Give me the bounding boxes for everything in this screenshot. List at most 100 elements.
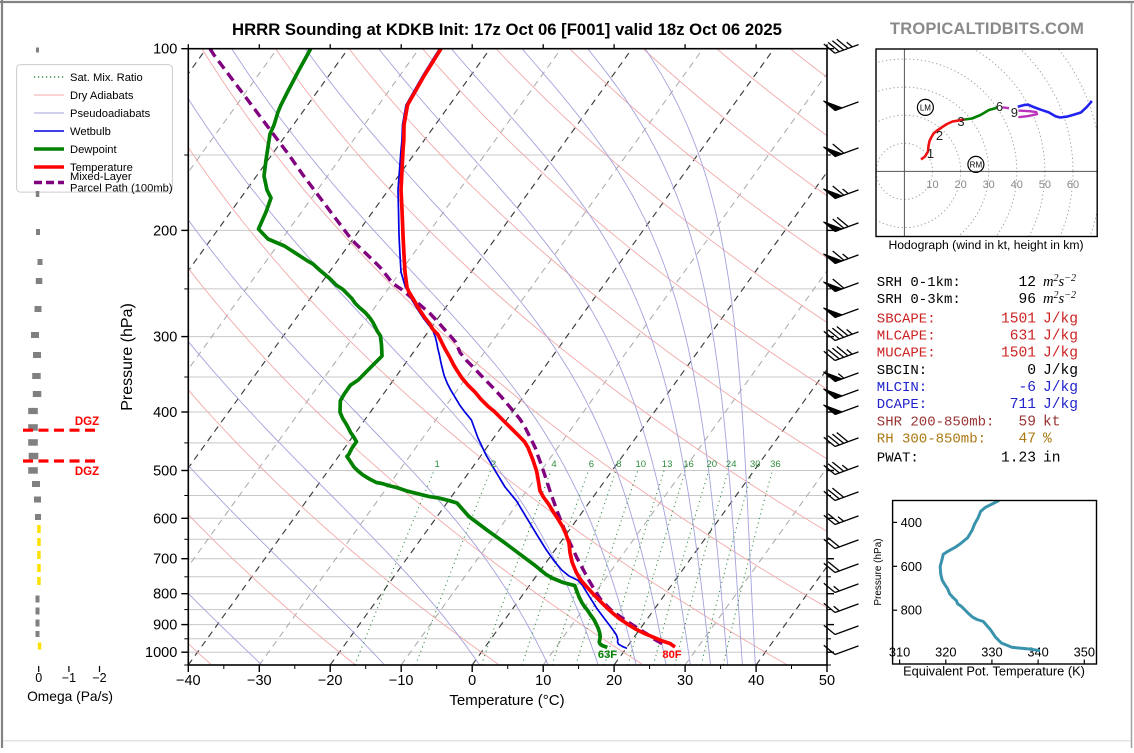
svg-text:−20: −20 <box>318 673 343 689</box>
svg-text:350: 350 <box>1074 645 1095 660</box>
svg-text:50: 50 <box>1039 179 1051 191</box>
svg-text:0: 0 <box>1027 363 1036 379</box>
svg-text:Dewpoint: Dewpoint <box>70 144 118 156</box>
svg-text:J/kg: J/kg <box>1043 363 1078 379</box>
svg-text:−30: −30 <box>247 673 272 689</box>
svg-text:RM: RM <box>970 160 983 169</box>
svg-text:MLCAPE:: MLCAPE: <box>877 328 936 344</box>
svg-text:0: 0 <box>468 673 476 689</box>
svg-text:−10: −10 <box>389 673 414 689</box>
svg-text:4: 4 <box>551 459 556 470</box>
svg-text:12: 12 <box>1018 275 1036 291</box>
svg-text:330: 330 <box>981 645 1002 660</box>
svg-text:6: 6 <box>996 99 1003 114</box>
svg-text:96: 96 <box>1018 292 1036 308</box>
svg-text:1501: 1501 <box>1001 345 1036 361</box>
svg-text:2: 2 <box>491 459 496 470</box>
svg-text:50: 50 <box>819 673 835 689</box>
svg-text:3: 3 <box>957 114 964 129</box>
svg-text:16: 16 <box>683 459 694 470</box>
svg-text:DGZ: DGZ <box>75 416 99 428</box>
svg-text:Sat. Mix. Ratio: Sat. Mix. Ratio <box>70 72 143 84</box>
svg-text:2: 2 <box>936 128 943 143</box>
svg-text:J/kg: J/kg <box>1043 328 1078 344</box>
svg-text:MUCAPE:: MUCAPE: <box>877 345 936 361</box>
svg-text:1.23: 1.23 <box>1001 450 1036 466</box>
svg-text:0: 0 <box>35 671 42 685</box>
svg-text:600: 600 <box>153 511 177 527</box>
svg-text:47: 47 <box>1018 431 1036 447</box>
svg-text:1000: 1000 <box>145 645 177 661</box>
svg-text:J/kg: J/kg <box>1043 311 1078 327</box>
svg-text:40: 40 <box>748 673 764 689</box>
svg-text:900: 900 <box>153 618 177 634</box>
svg-text:340: 340 <box>1027 645 1048 660</box>
svg-text:J/kg: J/kg <box>1043 397 1078 413</box>
svg-text:Pressure (hPa): Pressure (hPa) <box>119 303 136 411</box>
svg-text:800: 800 <box>153 587 177 603</box>
svg-text:SBCIN:: SBCIN: <box>877 363 927 379</box>
svg-text:59: 59 <box>1018 415 1036 431</box>
svg-text:10: 10 <box>535 673 551 689</box>
svg-text:PWAT:: PWAT: <box>877 450 919 466</box>
svg-text:631: 631 <box>1010 328 1037 344</box>
svg-text:%: % <box>1043 431 1052 447</box>
svg-text:36: 36 <box>770 459 781 470</box>
svg-text:SRH 0-3km:: SRH 0-3km: <box>877 292 961 308</box>
svg-text:40: 40 <box>1011 179 1023 191</box>
svg-text:30: 30 <box>983 179 995 191</box>
svg-text:13: 13 <box>662 459 673 470</box>
svg-text:kt: kt <box>1043 415 1061 431</box>
svg-text:Wetbulb: Wetbulb <box>70 126 111 138</box>
svg-text:in: in <box>1043 450 1061 466</box>
svg-text:LM: LM <box>920 103 931 112</box>
svg-text:1501: 1501 <box>1001 311 1036 327</box>
svg-text:Hodograph (wind in kt, height: Hodograph (wind in kt, height in km) <box>888 238 1083 252</box>
svg-text:DGZ: DGZ <box>75 466 99 478</box>
svg-text:Dry Adiabats: Dry Adiabats <box>70 90 134 102</box>
svg-text:J/kg: J/kg <box>1043 345 1078 361</box>
svg-text:8: 8 <box>616 459 621 470</box>
svg-text:HRRR Sounding at KDKB Init: 17: HRRR Sounding at KDKB Init: 17z Oct 06 [… <box>232 20 782 39</box>
svg-text:100: 100 <box>153 42 177 58</box>
svg-text:TROPICALTIDBITS.COM: TROPICALTIDBITS.COM <box>890 20 1084 38</box>
svg-text:300: 300 <box>153 330 177 346</box>
svg-text:80F: 80F <box>662 649 681 661</box>
svg-text:10: 10 <box>636 459 647 470</box>
svg-text:Equivalent Pot. Temperature (K: Equivalent Pot. Temperature (K) <box>903 664 1085 679</box>
svg-text:60: 60 <box>1067 179 1079 191</box>
svg-text:-6: -6 <box>1018 380 1036 396</box>
svg-text:30: 30 <box>750 459 761 470</box>
svg-text:600: 600 <box>901 559 922 574</box>
svg-text:J/kg: J/kg <box>1043 380 1078 396</box>
svg-text:−1: −1 <box>62 671 76 685</box>
svg-text:SBCAPE:: SBCAPE: <box>877 311 936 327</box>
svg-text:Temperature: Temperature <box>70 162 133 174</box>
svg-text:400: 400 <box>153 405 177 421</box>
svg-text:24: 24 <box>726 459 737 470</box>
svg-text:−40: −40 <box>176 673 201 689</box>
svg-text:711: 711 <box>1010 397 1037 413</box>
svg-text:SRH 0-1km:: SRH 0-1km: <box>877 275 961 291</box>
svg-text:20: 20 <box>606 673 622 689</box>
svg-text:700: 700 <box>153 552 177 568</box>
svg-text:−2: −2 <box>92 671 106 685</box>
svg-text:DCAPE:: DCAPE: <box>877 397 927 413</box>
svg-text:10: 10 <box>926 179 938 191</box>
svg-text:SHR 200-850mb:: SHR 200-850mb: <box>877 415 995 431</box>
svg-text:Omega (Pa/s): Omega (Pa/s) <box>27 689 113 704</box>
svg-text:MLCIN:: MLCIN: <box>877 380 927 396</box>
svg-text:1: 1 <box>434 459 439 470</box>
svg-text:500: 500 <box>153 464 177 480</box>
svg-text:320: 320 <box>935 645 956 660</box>
svg-text:6: 6 <box>589 459 594 470</box>
svg-text:20: 20 <box>707 459 718 470</box>
svg-text:63F: 63F <box>598 649 617 661</box>
svg-text:Pseudoadiabats: Pseudoadiabats <box>70 108 151 120</box>
svg-text:Pressure (hPa): Pressure (hPa) <box>873 538 884 605</box>
svg-text:30: 30 <box>677 673 693 689</box>
svg-text:200: 200 <box>153 223 177 239</box>
svg-text:Temperature (°C): Temperature (°C) <box>449 692 564 709</box>
svg-text:9: 9 <box>1011 105 1018 120</box>
